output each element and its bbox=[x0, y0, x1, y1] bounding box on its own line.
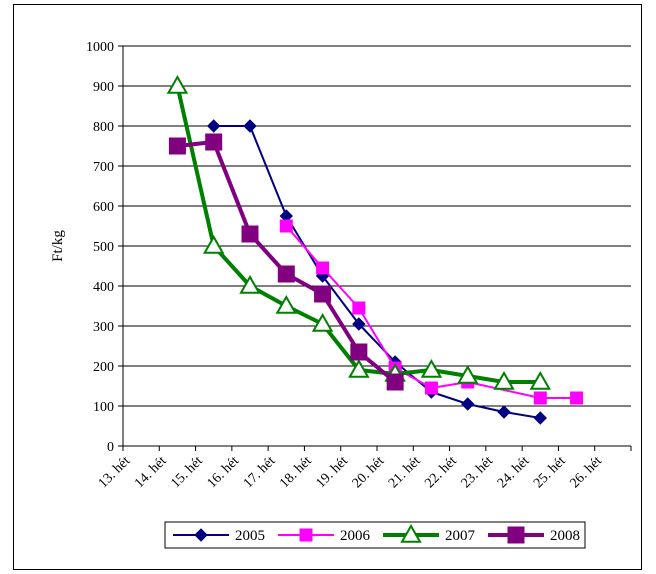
y-tick-label: 900 bbox=[93, 80, 114, 95]
legend-label: 2007 bbox=[445, 528, 476, 544]
data-point bbox=[461, 397, 475, 411]
y-tick-label: 100 bbox=[93, 400, 114, 415]
series-2008 bbox=[168, 133, 404, 391]
legend-label: 2008 bbox=[550, 528, 580, 544]
legend: 2005 2006 2007 2008 bbox=[164, 521, 586, 549]
x-tick-label: 23. hét bbox=[459, 454, 497, 492]
data-point bbox=[533, 391, 547, 405]
x-tick-label: 25. hét bbox=[531, 454, 569, 492]
data-point bbox=[166, 74, 189, 94]
data-point bbox=[497, 405, 511, 419]
series-line bbox=[285, 225, 577, 399]
y-tick-label: 200 bbox=[93, 360, 114, 375]
series-line bbox=[175, 85, 541, 384]
data-point bbox=[386, 373, 404, 391]
legend-marker bbox=[299, 528, 313, 542]
series-2007 bbox=[166, 74, 552, 390]
data-point bbox=[352, 301, 366, 315]
data-point bbox=[239, 274, 261, 294]
data-point bbox=[311, 312, 334, 332]
data-point bbox=[456, 364, 479, 384]
data-point bbox=[529, 370, 552, 390]
grid-lines bbox=[123, 45, 631, 407]
data-point bbox=[424, 381, 438, 395]
data-point bbox=[243, 119, 257, 133]
x-tick-label: 19. hét bbox=[313, 454, 351, 492]
data-point bbox=[493, 370, 515, 390]
x-tick-label: 22. hét bbox=[422, 454, 460, 492]
x-tick-label: 18. hét bbox=[277, 454, 315, 492]
data-point bbox=[533, 411, 547, 425]
y-tick-label: 400 bbox=[93, 280, 114, 295]
data-point bbox=[202, 234, 225, 254]
data-point bbox=[314, 285, 332, 303]
series-line bbox=[213, 125, 541, 419]
data-point bbox=[277, 265, 295, 283]
y-tick-label: 500 bbox=[93, 240, 114, 255]
y-tick-label: 0 bbox=[107, 440, 114, 455]
data-point bbox=[168, 137, 186, 155]
series-2006 bbox=[279, 219, 584, 405]
x-tick-label: 24. hét bbox=[495, 454, 533, 492]
data-point bbox=[420, 358, 443, 378]
y-tick-label: 800 bbox=[93, 120, 114, 135]
series-group bbox=[166, 74, 584, 425]
data-point bbox=[279, 219, 293, 233]
x-tick-label: 13. hét bbox=[96, 454, 134, 492]
x-tick-label: 20. hét bbox=[350, 454, 388, 492]
x-tick-label: 14. hét bbox=[132, 454, 170, 492]
x-tick-label: 15. hét bbox=[168, 454, 206, 492]
legend-entry-2007: 2007 bbox=[383, 523, 476, 544]
data-point bbox=[352, 317, 366, 331]
y-tick-label: 700 bbox=[93, 160, 114, 175]
x-tick-label: 26. hét bbox=[567, 454, 605, 492]
legend-entry-2006: 2006 bbox=[278, 528, 371, 544]
legend-label: 2006 bbox=[340, 528, 371, 544]
legend-marker bbox=[194, 528, 208, 542]
data-point bbox=[570, 391, 584, 405]
y-tick-labels: 0 100 200 300 400 500 600 700 800 900 1000 bbox=[86, 40, 114, 455]
x-tick-label: 21. hét bbox=[386, 454, 424, 492]
y-tick-label: 1000 bbox=[86, 40, 114, 55]
x-tick-label: 16. hét bbox=[205, 454, 243, 492]
legend-entry-2005: 2005 bbox=[173, 528, 265, 544]
data-point bbox=[207, 119, 221, 133]
legend-entry-2008: 2008 bbox=[488, 526, 580, 544]
legend-marker bbox=[507, 526, 525, 544]
data-point bbox=[241, 225, 259, 243]
legend-label: 2005 bbox=[235, 528, 265, 544]
y-tick-label: 300 bbox=[93, 320, 114, 335]
data-point bbox=[348, 358, 370, 378]
x-tick-label: 17. hét bbox=[241, 454, 279, 492]
y-tick-label: 600 bbox=[93, 200, 114, 215]
legend-marker bbox=[400, 523, 422, 543]
y-axis-label: Ft/kg bbox=[50, 230, 66, 262]
data-point bbox=[275, 294, 298, 314]
data-point bbox=[350, 343, 368, 361]
data-point bbox=[316, 261, 330, 275]
axes bbox=[118, 45, 632, 451]
data-point bbox=[205, 133, 223, 151]
